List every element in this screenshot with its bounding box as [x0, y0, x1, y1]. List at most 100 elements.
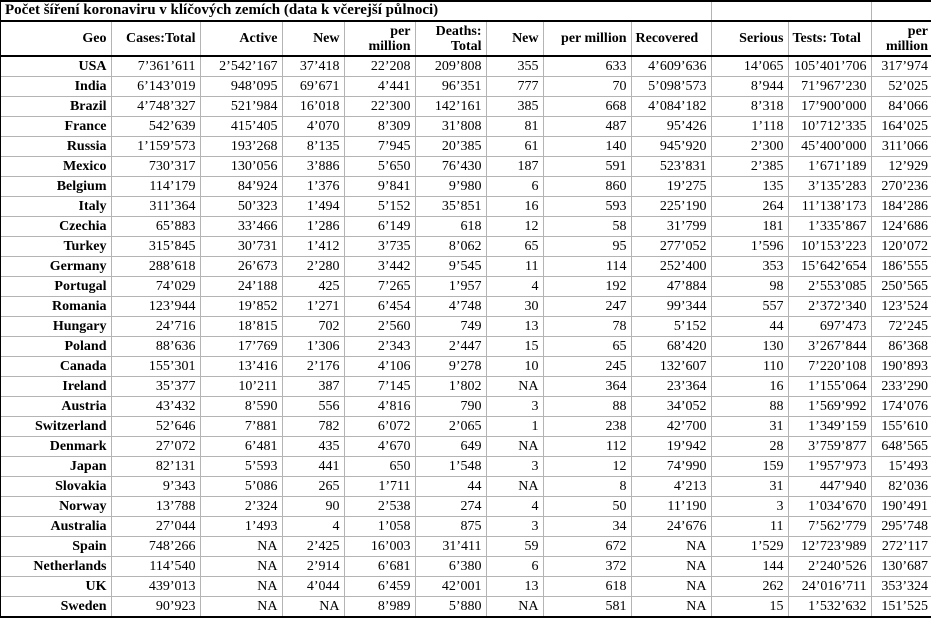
geo-cell[interactable]: Austria	[1, 396, 112, 417]
value-cell[interactable]: 875	[414, 516, 487, 537]
value-cell[interactable]: 730’317	[110, 156, 201, 177]
value-cell[interactable]: 42’001	[414, 576, 487, 597]
value-cell[interactable]: 4’441	[343, 76, 416, 97]
value-cell[interactable]: 19’942	[630, 436, 712, 457]
value-cell[interactable]: 22’300	[343, 96, 416, 117]
value-cell[interactable]: 2’280	[281, 256, 345, 277]
value-cell[interactable]: 190’893	[870, 356, 931, 377]
value-cell[interactable]: 238	[542, 416, 632, 437]
value-cell[interactable]: 6’681	[343, 556, 416, 577]
value-cell[interactable]: 777	[485, 76, 544, 97]
value-cell[interactable]: 265	[281, 476, 345, 497]
value-cell[interactable]: 10	[485, 356, 544, 377]
value-cell[interactable]: 88	[542, 396, 632, 417]
value-cell[interactable]: 9’980	[414, 176, 487, 197]
value-cell[interactable]: 439’013	[110, 576, 201, 597]
value-cell[interactable]: 2’538	[343, 496, 416, 517]
value-cell[interactable]: 159	[710, 456, 789, 477]
value-cell[interactable]: 591	[542, 156, 632, 177]
value-cell[interactable]: 35’851	[414, 196, 487, 217]
value-cell[interactable]: 11’190	[630, 496, 712, 517]
value-cell[interactable]: 250’565	[870, 276, 931, 297]
value-cell[interactable]: 13’788	[110, 496, 201, 517]
value-cell[interactable]: 2’425	[281, 536, 345, 557]
value-cell[interactable]: 81	[485, 116, 544, 137]
geo-cell[interactable]: Belgium	[1, 176, 112, 197]
value-cell[interactable]: 672	[542, 536, 632, 557]
value-cell[interactable]: 748’266	[110, 536, 201, 557]
value-cell[interactable]: 5’880	[414, 596, 487, 618]
value-cell[interactable]: 441	[281, 456, 345, 477]
value-cell[interactable]: 15	[485, 336, 544, 357]
value-cell[interactable]: 4’070	[281, 116, 345, 137]
value-cell[interactable]: 142’161	[414, 96, 487, 117]
value-cell[interactable]: 24’188	[199, 276, 283, 297]
value-cell[interactable]: 2’447	[414, 336, 487, 357]
value-cell[interactable]: 155’610	[870, 416, 931, 437]
value-cell[interactable]: 1’376	[281, 176, 345, 197]
geo-cell[interactable]: UK	[1, 576, 112, 597]
column-header-3[interactable]: New	[281, 22, 344, 57]
value-cell[interactable]: 7’220’108	[787, 356, 872, 377]
geo-cell[interactable]: Denmark	[1, 436, 112, 457]
value-cell[interactable]: 114’179	[110, 176, 201, 197]
value-cell[interactable]: 7’881	[199, 416, 283, 437]
value-cell[interactable]: 4’609’636	[630, 56, 712, 77]
value-cell[interactable]: 34	[542, 516, 632, 537]
value-cell[interactable]: 749	[414, 316, 487, 337]
value-cell[interactable]: 2’300	[710, 136, 789, 157]
value-cell[interactable]: 523’831	[630, 156, 712, 177]
value-cell[interactable]: 277’052	[630, 236, 712, 257]
value-cell[interactable]: 190’491	[870, 496, 931, 517]
value-cell[interactable]: 948’095	[199, 76, 283, 97]
value-cell[interactable]: 24’676	[630, 516, 712, 537]
value-cell[interactable]: 12’723’989	[787, 536, 872, 557]
geo-cell[interactable]: Mexico	[1, 156, 112, 177]
value-cell[interactable]: 8’135	[281, 136, 345, 157]
value-cell[interactable]: 6’072	[343, 416, 416, 437]
value-cell[interactable]: 9’343	[110, 476, 201, 497]
value-cell[interactable]: 542’639	[110, 116, 201, 137]
column-header-5[interactable]: Deaths: Total	[414, 22, 486, 57]
value-cell[interactable]: 13	[485, 316, 544, 337]
value-cell[interactable]: 557	[710, 296, 789, 317]
value-cell[interactable]: 274	[414, 496, 487, 517]
value-cell[interactable]: 6	[485, 556, 544, 577]
value-cell[interactable]: NA	[281, 596, 345, 618]
value-cell[interactable]: 95’426	[630, 116, 712, 137]
value-cell[interactable]: 2’914	[281, 556, 345, 577]
value-cell[interactable]: 3’735	[343, 236, 416, 257]
value-cell[interactable]: 1’034’670	[787, 496, 872, 517]
value-cell[interactable]: 17’769	[199, 336, 283, 357]
value-cell[interactable]: 8’062	[414, 236, 487, 257]
value-cell[interactable]: 7’945	[343, 136, 416, 157]
value-cell[interactable]: 43’432	[110, 396, 201, 417]
value-cell[interactable]: 78	[542, 316, 632, 337]
value-cell[interactable]: 164’025	[870, 116, 931, 137]
column-header-4[interactable]: per million	[343, 22, 415, 57]
geo-cell[interactable]: Czechia	[1, 216, 112, 237]
value-cell[interactable]: 72’245	[870, 316, 931, 337]
value-cell[interactable]: 1’349’159	[787, 416, 872, 437]
value-cell[interactable]: 71’967’230	[787, 76, 872, 97]
value-cell[interactable]: 65	[485, 236, 544, 257]
value-cell[interactable]: 31	[710, 416, 789, 437]
value-cell[interactable]: 24’716	[110, 316, 201, 337]
value-cell[interactable]: 4’044	[281, 576, 345, 597]
value-cell[interactable]: 521’984	[199, 96, 283, 117]
value-cell[interactable]: 1’335’867	[787, 216, 872, 237]
value-cell[interactable]: 7’145	[343, 376, 416, 397]
value-cell[interactable]: 648’565	[870, 436, 931, 457]
value-cell[interactable]: 2’560	[343, 316, 416, 337]
value-cell[interactable]: 192	[542, 276, 632, 297]
value-cell[interactable]: 14’065	[710, 56, 789, 77]
value-cell[interactable]: 6’459	[343, 576, 416, 597]
column-header-11[interactable]: per million	[870, 22, 931, 57]
value-cell[interactable]: 435	[281, 436, 345, 457]
value-cell[interactable]: NA	[199, 556, 283, 577]
value-cell[interactable]: 24’016’711	[787, 576, 872, 597]
value-cell[interactable]: 11’138’173	[787, 196, 872, 217]
value-cell[interactable]: 74’990	[630, 456, 712, 477]
geo-cell[interactable]: India	[1, 76, 112, 97]
value-cell[interactable]: 16	[485, 196, 544, 217]
